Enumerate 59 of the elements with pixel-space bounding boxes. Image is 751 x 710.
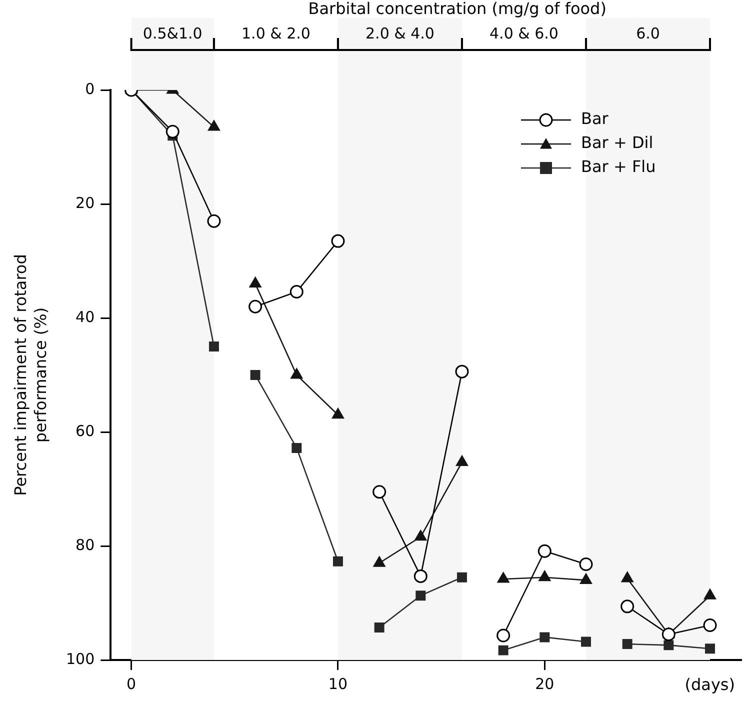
band-label: 1.0 & 2.0 [241, 24, 310, 42]
point [455, 364, 469, 378]
point [416, 590, 426, 601]
band-label: 0.5&1.0 [142, 24, 202, 42]
point [166, 124, 180, 138]
point [414, 530, 427, 541]
point [332, 556, 343, 566]
point [580, 573, 592, 584]
x-tick-label: 10 [328, 674, 348, 693]
band-label: 6.0 [636, 24, 660, 42]
y-tick-label: 60 [76, 422, 95, 440]
point [540, 632, 550, 642]
point [207, 214, 221, 228]
point [664, 640, 674, 650]
point [248, 300, 262, 314]
y-tick-label: 0 [85, 80, 95, 98]
point [496, 628, 510, 642]
band-label: 2.0 & 4.0 [366, 24, 434, 42]
point [332, 408, 344, 419]
y-tick-label: 80 [76, 536, 95, 554]
point [704, 588, 716, 600]
y-tick-label: 20 [76, 194, 95, 212]
y-axis-title: Percent impairment of rotarod performance (%) [11, 254, 50, 496]
point [331, 234, 345, 248]
point [456, 572, 467, 582]
point [498, 645, 508, 656]
point [456, 455, 468, 466]
point [622, 639, 632, 650]
band-label: 4.0 & 6.0 [490, 24, 558, 42]
point [290, 285, 304, 299]
point [414, 569, 428, 583]
legend-label: Bar [581, 109, 609, 128]
point [373, 556, 386, 567]
y-tick-label: 40 [76, 308, 95, 326]
point [292, 442, 302, 453]
point [620, 600, 634, 614]
point [703, 618, 717, 632]
point [538, 570, 551, 582]
legend-label: Bar + Dil [581, 133, 654, 152]
point [538, 544, 552, 558]
point [208, 342, 219, 352]
point [249, 277, 262, 288]
x-tick-label: 20 [535, 674, 554, 693]
legend-label: Bar + Flu [581, 157, 656, 176]
point [662, 628, 676, 642]
point [250, 370, 260, 380]
x-tick-label: 0 [126, 674, 136, 693]
point [497, 572, 510, 583]
point [290, 368, 303, 379]
y-tick-label: 100 [66, 650, 95, 668]
point [374, 622, 384, 633]
point [705, 644, 715, 654]
point [621, 572, 634, 582]
point [581, 636, 591, 647]
x-axis-title: (days) [684, 675, 735, 694]
point [208, 120, 220, 131]
x2-axis-title: Barbital concentration (mg/g of food) [308, 0, 606, 18]
point [372, 485, 386, 499]
point [579, 557, 593, 571]
